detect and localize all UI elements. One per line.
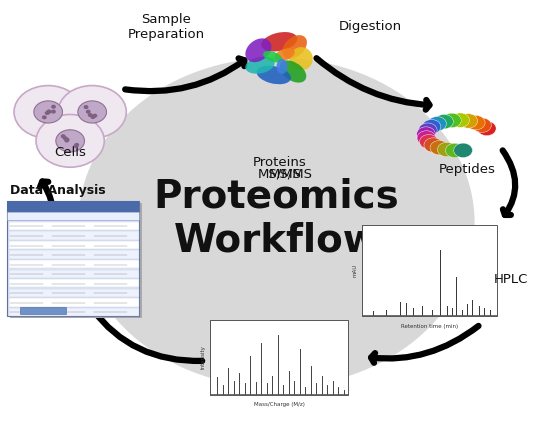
Circle shape: [466, 116, 485, 130]
Circle shape: [65, 138, 69, 141]
Bar: [7, 201, 139, 316]
Circle shape: [416, 127, 435, 141]
Circle shape: [420, 134, 438, 149]
Circle shape: [74, 145, 77, 147]
Ellipse shape: [257, 65, 291, 84]
Ellipse shape: [280, 60, 306, 83]
Circle shape: [58, 86, 126, 138]
Text: Proteins: Proteins: [252, 157, 306, 169]
Text: Cells: Cells: [54, 146, 86, 159]
Ellipse shape: [263, 51, 282, 62]
Circle shape: [424, 138, 442, 152]
Circle shape: [34, 101, 62, 123]
Circle shape: [88, 114, 92, 116]
Text: mAU: mAU: [353, 264, 358, 277]
Bar: [9, 203, 142, 318]
Bar: [362, 225, 497, 316]
Bar: [211, 320, 348, 395]
Circle shape: [419, 123, 437, 137]
Circle shape: [78, 101, 107, 123]
Circle shape: [427, 116, 446, 131]
Bar: [20, 307, 66, 314]
Ellipse shape: [246, 56, 275, 74]
Text: Mass/Charge (M/z): Mass/Charge (M/z): [254, 402, 305, 407]
Bar: [8, 298, 139, 306]
Circle shape: [437, 143, 456, 157]
Circle shape: [86, 110, 90, 113]
Circle shape: [451, 113, 469, 128]
Bar: [8, 279, 139, 288]
Circle shape: [435, 114, 453, 129]
Text: Proteomics
Workflow: Proteomics Workflow: [154, 177, 399, 259]
Circle shape: [422, 119, 441, 134]
Circle shape: [65, 139, 69, 142]
Circle shape: [91, 116, 95, 118]
Circle shape: [442, 113, 461, 128]
Circle shape: [56, 130, 85, 152]
Bar: [8, 288, 139, 297]
Circle shape: [36, 115, 105, 167]
Circle shape: [446, 143, 464, 158]
Bar: [8, 222, 139, 230]
Circle shape: [61, 135, 65, 137]
Circle shape: [84, 106, 88, 108]
Bar: [8, 308, 139, 316]
Bar: [7, 211, 139, 220]
Ellipse shape: [276, 59, 288, 74]
Circle shape: [43, 116, 46, 119]
Circle shape: [47, 111, 50, 113]
Circle shape: [52, 110, 55, 113]
Ellipse shape: [275, 48, 295, 61]
Circle shape: [47, 110, 51, 113]
Circle shape: [459, 114, 478, 128]
Text: Digestion: Digestion: [338, 21, 401, 33]
Circle shape: [477, 121, 496, 136]
Circle shape: [417, 131, 436, 145]
Text: MS/MS: MS/MS: [257, 167, 301, 180]
Ellipse shape: [290, 47, 313, 71]
Ellipse shape: [79, 58, 474, 387]
Bar: [8, 232, 139, 240]
Circle shape: [430, 140, 448, 155]
Bar: [8, 260, 139, 268]
Circle shape: [91, 115, 95, 118]
Text: Peptides: Peptides: [439, 163, 495, 176]
Circle shape: [93, 114, 97, 117]
Text: Intensity: Intensity: [200, 345, 205, 369]
Ellipse shape: [261, 32, 298, 51]
Circle shape: [473, 118, 492, 132]
Bar: [8, 241, 139, 250]
Text: HPLC: HPLC: [494, 273, 528, 286]
Circle shape: [454, 143, 472, 158]
Bar: [7, 201, 139, 211]
Text: Data Analysis: Data Analysis: [9, 184, 105, 197]
Circle shape: [45, 112, 49, 114]
Ellipse shape: [246, 39, 272, 62]
Text: MS/MS: MS/MS: [268, 167, 312, 180]
Text: Retention time (min): Retention time (min): [400, 324, 458, 329]
Circle shape: [75, 143, 79, 146]
Text: Sample
Preparation: Sample Preparation: [128, 13, 205, 41]
Circle shape: [14, 86, 82, 138]
Bar: [8, 250, 139, 259]
Circle shape: [52, 105, 55, 108]
Bar: [8, 270, 139, 278]
Ellipse shape: [283, 35, 307, 59]
Circle shape: [64, 137, 67, 140]
